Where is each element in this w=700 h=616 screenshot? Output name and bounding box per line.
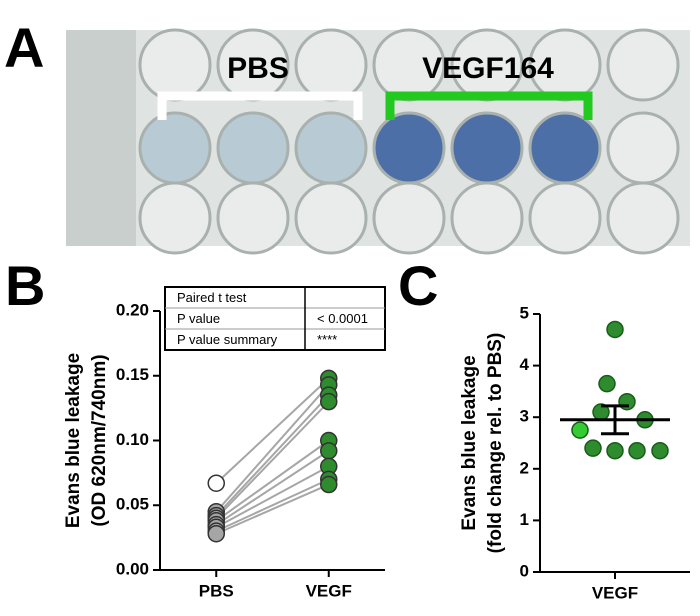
- well: [216, 181, 290, 255]
- panel-label: B: [5, 254, 45, 317]
- well: [606, 111, 680, 185]
- panel-label: A: [4, 16, 44, 79]
- table-cell: P value summary: [177, 332, 278, 347]
- bracket-label: PBS: [227, 52, 289, 85]
- table-cell: P value: [177, 311, 220, 326]
- y-tick-label: 0.20: [116, 300, 149, 319]
- table-cell: ****: [317, 332, 337, 347]
- wells: [138, 28, 680, 255]
- well: [606, 181, 680, 255]
- y-tick-label: 3: [520, 407, 529, 426]
- y-tick-label: 0.10: [116, 430, 149, 449]
- y-tick-label: 0.00: [116, 559, 149, 578]
- y-tick-label: 1: [520, 510, 529, 529]
- well: [138, 28, 212, 102]
- y-tick-label: 0.15: [116, 365, 149, 384]
- x-tick-label: VEGF: [592, 583, 638, 602]
- well: [372, 181, 446, 255]
- pair-line: [215, 439, 330, 522]
- point: [320, 475, 338, 494]
- point: [320, 442, 338, 460]
- well: [294, 181, 368, 255]
- x-tick-label: PBS: [199, 581, 234, 600]
- bracket: [157, 91, 363, 120]
- well: [138, 181, 212, 255]
- y-axis-label: (OD 620nm/740nm): [89, 354, 110, 526]
- well: [528, 111, 602, 185]
- well: [294, 28, 368, 102]
- point: [584, 439, 602, 457]
- y-tick-label: 4: [520, 355, 530, 374]
- y-axis-label: (fold change rel. to PBS): [485, 333, 506, 554]
- pair-line: [215, 483, 330, 535]
- pair-line: [215, 400, 330, 519]
- y-axis-label: Evans blue leakage: [63, 353, 84, 528]
- point: [598, 374, 616, 393]
- y-tick-label: 0: [520, 561, 529, 580]
- table-cell: Paired t test: [177, 290, 247, 305]
- point: [571, 421, 589, 439]
- photo: PBS VEGF164 A: [4, 16, 690, 255]
- point: [651, 441, 669, 460]
- plate-edge: [66, 30, 136, 246]
- well: [606, 28, 680, 102]
- well: [294, 111, 368, 185]
- well: [528, 181, 602, 255]
- well: [138, 111, 212, 185]
- bracket: [385, 91, 593, 120]
- well: [450, 181, 524, 255]
- y-tick-label: 5: [520, 303, 529, 322]
- well: [450, 111, 524, 185]
- y-axis-label: Evans blue leakage: [459, 355, 480, 530]
- well: [216, 111, 290, 185]
- panel-label: C: [398, 254, 438, 317]
- point: [628, 441, 646, 460]
- table-cell: < 0.0001: [317, 311, 368, 326]
- point: [207, 474, 225, 492]
- y-tick-label: 0.05: [116, 495, 149, 514]
- pair-line: [215, 377, 330, 484]
- bracket-label: VEGF164: [422, 52, 554, 85]
- point: [320, 392, 338, 411]
- pair-line: [215, 465, 330, 529]
- stats-table: [164, 286, 386, 351]
- pair-line: [215, 478, 330, 533]
- well: [372, 111, 446, 185]
- y-tick-label: 2: [520, 458, 529, 477]
- pair-line: [215, 394, 330, 517]
- point: [606, 441, 624, 460]
- x-tick-label: VEGF: [306, 581, 352, 600]
- pair-line: [215, 450, 330, 526]
- pair-line: [215, 384, 330, 513]
- point: [606, 320, 624, 339]
- point: [207, 524, 225, 543]
